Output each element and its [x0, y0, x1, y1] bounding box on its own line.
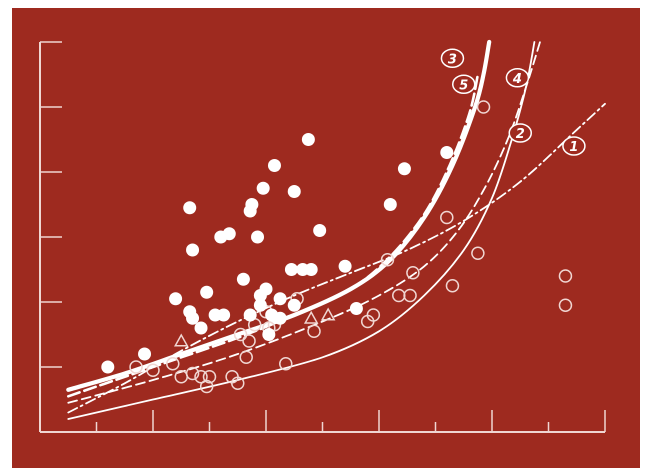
filled-point — [313, 224, 327, 237]
open-point — [440, 210, 454, 225]
curve-labels: 1 2 3 4 5 — [440, 48, 586, 156]
open-point — [558, 298, 573, 312]
filled-point — [267, 159, 281, 172]
filled-point — [101, 360, 115, 374]
filled-point — [243, 308, 257, 322]
filled-point — [217, 308, 231, 322]
filled-markers — [101, 133, 454, 374]
open-point — [199, 379, 214, 394]
open-point — [471, 246, 485, 260]
axes — [39, 41, 606, 433]
open-point — [445, 279, 460, 293]
open-point — [307, 324, 321, 338]
filled-point — [440, 146, 454, 159]
filled-point — [253, 298, 267, 312]
filled-point — [287, 298, 301, 312]
curve-label-text: 1 — [569, 140, 578, 155]
curve-label-text: 5 — [459, 78, 468, 93]
filled-point — [183, 201, 197, 215]
filled-point — [243, 204, 257, 218]
open-point — [406, 266, 420, 280]
curve-label-ring — [505, 68, 530, 88]
filled-point — [236, 272, 250, 286]
filled-point — [301, 133, 315, 146]
filled-point — [256, 181, 270, 195]
open-point — [279, 357, 293, 371]
curve-label-4: 4 — [505, 68, 530, 88]
curve-label-5: 5 — [452, 74, 476, 94]
filled-point — [304, 263, 318, 276]
open-point — [185, 366, 200, 381]
filled-point — [262, 328, 276, 341]
triangle-point — [303, 310, 319, 324]
filled-point — [397, 162, 411, 176]
open-point — [380, 253, 395, 267]
open-point — [366, 308, 381, 322]
curve-label-1: 1 — [562, 136, 586, 156]
filled-point — [194, 321, 208, 335]
filled-point — [186, 311, 200, 325]
open-point — [558, 269, 573, 283]
filled-point — [200, 285, 214, 299]
curve-label-text: 4 — [512, 72, 522, 87]
filled-point — [383, 198, 397, 211]
open-point — [476, 100, 491, 114]
filled-point — [338, 259, 352, 273]
filled-point — [284, 263, 298, 276]
curve-label-ring — [562, 136, 586, 156]
filled-point — [222, 227, 236, 241]
curve-label-ring — [508, 123, 532, 143]
filled-point — [273, 292, 287, 306]
filled-point — [349, 302, 363, 315]
curve-5 — [67, 73, 480, 398]
open-point — [231, 376, 245, 390]
curve-label-text: 3 — [448, 52, 457, 67]
open-point — [146, 363, 160, 377]
curve-label-3: 3 — [440, 48, 465, 68]
curve-label-text: 2 — [516, 127, 525, 142]
curve-label-ring — [452, 74, 476, 94]
filled-point — [169, 292, 183, 306]
open-point — [403, 288, 417, 303]
filled-point — [273, 311, 287, 325]
filled-point — [251, 230, 265, 244]
open-point — [166, 357, 180, 371]
open-point — [239, 350, 253, 364]
triangle-point — [173, 333, 189, 347]
chart-background — [12, 8, 640, 468]
curve-label-ring — [440, 48, 465, 68]
curve-label-2: 2 — [508, 123, 532, 143]
open-point — [129, 360, 143, 374]
filled-point — [138, 347, 152, 361]
open-point — [194, 370, 208, 384]
open-point — [202, 370, 217, 384]
filled-point — [259, 282, 273, 296]
triangle-point — [320, 307, 336, 321]
triangle-markers — [173, 307, 336, 347]
open-point — [242, 334, 256, 348]
filled-point — [287, 185, 301, 198]
filled-point — [186, 243, 200, 257]
open-point — [233, 327, 248, 342]
